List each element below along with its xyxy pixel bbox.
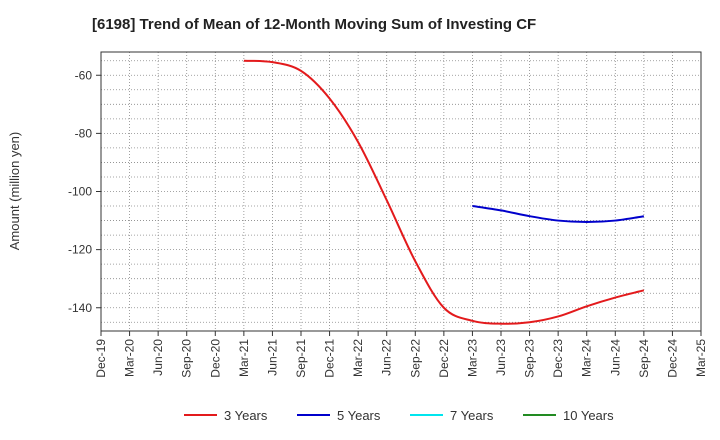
plot-area	[100, 51, 702, 332]
x-tick-label: Dec-19	[94, 339, 108, 378]
x-tick-label: Dec-23	[551, 339, 565, 378]
y-axis: -60 -80 -100 -120 -140	[68, 68, 101, 315]
x-tick-label: Jun-20	[151, 339, 165, 376]
series-lines	[243, 59, 645, 325]
legend: 3 Years 5 Years 7 Years 10 Years	[184, 408, 614, 423]
x-tick-label: Jun-24	[608, 339, 622, 376]
x-tick-label: Sep-24	[637, 339, 651, 378]
y-tick-label: -60	[75, 68, 93, 82]
y-tick-label: -140	[68, 301, 92, 315]
x-axis: Dec-19 Mar-20 Jun-20 Sep-20 Dec-20 Mar-21 Jun-…	[94, 331, 708, 378]
x-tick-label: Jun-23	[494, 339, 508, 376]
y-tick-label: -100	[68, 185, 92, 199]
x-tick-label: Jun-21	[265, 339, 279, 376]
x-tick-label: Sep-22	[408, 339, 422, 378]
x-tick-label: Dec-22	[437, 339, 451, 378]
legend-label-3-years: 3 Years	[224, 408, 268, 423]
legend-label-7-years: 7 Years	[450, 408, 494, 423]
series-line-3-years	[243, 59, 645, 325]
x-tick-label: Mar-21	[237, 339, 251, 377]
legend-label-5-years: 5 Years	[337, 408, 381, 423]
x-tick-label: Jun-22	[380, 339, 394, 376]
x-tick-label: Mar-24	[580, 339, 594, 377]
y-axis-label: Amount (million yen)	[7, 132, 22, 251]
x-tick-label: Dec-20	[208, 339, 222, 378]
legend-label-10-years: 10 Years	[563, 408, 614, 423]
x-tick-label: Mar-20	[123, 339, 137, 377]
chart-title: [6198] Trend of Mean of 12-Month Moving …	[92, 16, 536, 33]
x-tick-label: Mar-23	[465, 339, 479, 377]
x-tick-label: Sep-23	[523, 339, 537, 378]
x-tick-label: Sep-21	[294, 339, 308, 378]
x-tick-label: Dec-21	[323, 339, 337, 378]
x-tick-label: Mar-22	[351, 339, 365, 377]
series-line-5-years	[472, 205, 645, 224]
y-tick-label: -120	[68, 243, 92, 257]
x-tick-label: Sep-20	[180, 339, 194, 378]
x-tick-label: Mar-25	[694, 339, 708, 377]
x-tick-label: Dec-24	[665, 339, 679, 378]
y-tick-label: -80	[75, 126, 93, 140]
